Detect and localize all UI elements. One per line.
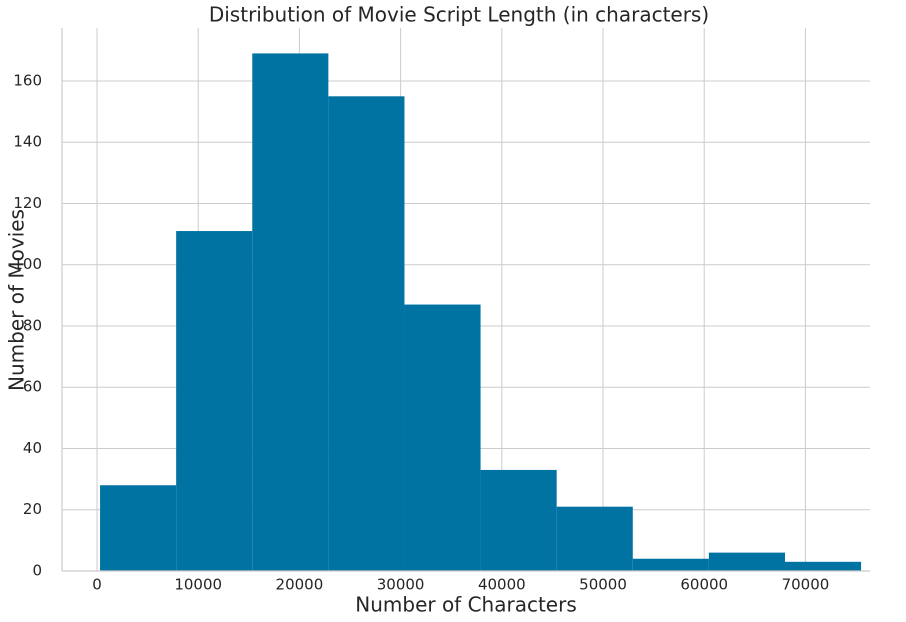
y-tick-label: 0 — [32, 562, 42, 580]
bar — [328, 96, 405, 571]
y-tick-label: 80 — [23, 316, 42, 334]
y-tick-label: 160 — [13, 71, 42, 89]
bar — [100, 485, 177, 571]
y-tick-label: 140 — [13, 133, 42, 151]
x-tick-label: 10000 — [174, 576, 222, 594]
bar — [784, 561, 862, 571]
y-tick-label: 60 — [23, 378, 42, 396]
x-tick-label: 60000 — [680, 576, 728, 594]
bar — [252, 53, 329, 572]
bar — [632, 558, 709, 571]
x-tick-label: 40000 — [478, 576, 526, 594]
bar — [176, 231, 253, 571]
y-tick-label: 40 — [23, 439, 42, 457]
bar — [480, 469, 557, 571]
x-tick-label: 20000 — [276, 576, 324, 594]
y-axis-label: Number of Movies — [5, 209, 29, 391]
chart-title: Distribution of Movie Script Length (in … — [209, 3, 709, 27]
bar — [404, 304, 481, 571]
x-axis-label: Number of Characters — [355, 593, 577, 617]
x-tick-label: 30000 — [377, 576, 425, 594]
x-tick-label: 70000 — [782, 576, 830, 594]
x-tick-label: 0 — [92, 576, 102, 594]
y-tick-label: 120 — [13, 194, 42, 212]
x-tick-label: 50000 — [579, 576, 627, 594]
bar — [556, 506, 633, 571]
y-tick-label: 100 — [13, 255, 42, 273]
y-tick-label: 20 — [23, 500, 42, 518]
bar — [708, 552, 785, 571]
